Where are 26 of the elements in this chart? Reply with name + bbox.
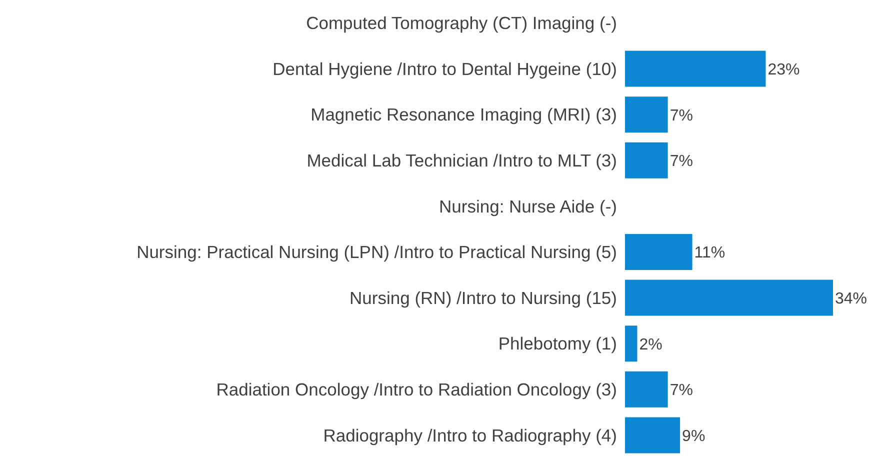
y-tick-label: Nursing: Nurse Aide (-) [439, 196, 617, 216]
bar [625, 417, 680, 454]
bar [625, 50, 766, 87]
bar [625, 234, 692, 270]
y-tick-label: Nursing (RN) /Intro to Nursing (15) [350, 288, 617, 308]
data-label: 7% [670, 382, 693, 400]
bar [625, 142, 668, 178]
y-tick-label: Radiography /Intro to Radiography (4) [323, 425, 617, 446]
y-tick-label: Dental Hygiene /Intro to Dental Hygeine (10) [272, 58, 617, 79]
data-label: 23% [768, 61, 800, 78]
data-label: 7% [670, 153, 693, 170]
y-tick-label: Radiation Oncology /Intro to Radiation Oncology (3) [216, 380, 617, 400]
bar [625, 96, 668, 133]
y-tick-label: Phlebotomy (1) [498, 334, 617, 354]
data-label: 9% [682, 428, 706, 445]
bar [625, 280, 833, 316]
data-label: 11% [694, 244, 726, 262]
bar [625, 371, 668, 408]
y-tick-label: Magnetic Resonance Imaging (MRI) (3) [310, 104, 617, 125]
bar [625, 326, 638, 362]
y-tick-label: Nursing: Practical Nursing (LPN) /Intro to Practical Nursing (5) [136, 242, 617, 262]
data-label: 7% [670, 107, 693, 124]
y-tick-label: Computed Tomography (CT) Imaging (-) [306, 13, 617, 34]
data-label: 34% [835, 290, 868, 308]
data-label: 2% [639, 336, 662, 354]
y-tick-label: Medical Lab Technician /Intro to MLT (3) [306, 150, 617, 171]
